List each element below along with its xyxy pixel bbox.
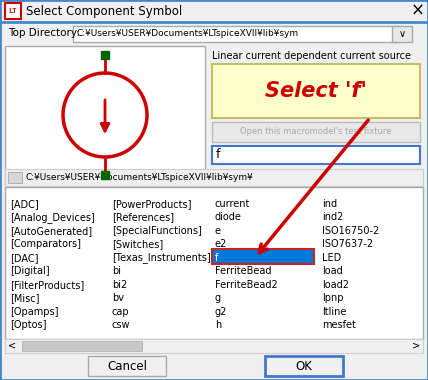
Text: load2: load2 — [322, 280, 349, 290]
Bar — [5, 187, 423, 339]
Bar — [0, 0, 428, 22]
Text: ind2: ind2 — [322, 212, 343, 222]
Text: Select Component Symbol: Select Component Symbol — [26, 5, 182, 17]
Text: C:¥Users¥USER¥Documents¥LTspiceXVII¥lib¥sym: C:¥Users¥USER¥Documents¥LTspiceXVII¥lib¥… — [77, 30, 299, 38]
Text: FerriteBead: FerriteBead — [215, 266, 271, 276]
Bar — [392, 26, 412, 42]
Text: OK: OK — [296, 359, 312, 372]
Bar — [212, 122, 420, 142]
Text: ltline: ltline — [322, 307, 346, 317]
Bar — [22, 341, 142, 351]
Bar — [213, 250, 313, 263]
Text: ×: × — [411, 2, 425, 20]
Bar — [73, 26, 399, 42]
Text: bv: bv — [112, 293, 124, 303]
Text: h: h — [215, 320, 221, 330]
Bar — [101, 51, 109, 59]
Text: g: g — [215, 293, 221, 303]
Text: csw: csw — [112, 320, 131, 330]
Text: Select 'f': Select 'f' — [265, 81, 367, 101]
Text: LT: LT — [9, 8, 17, 14]
Text: [PowerProducts]: [PowerProducts] — [112, 199, 191, 209]
Text: load: load — [322, 266, 343, 276]
Text: [Optos]: [Optos] — [10, 320, 47, 330]
Text: bi2: bi2 — [112, 280, 127, 290]
Text: Open this macromodel's test fixture: Open this macromodel's test fixture — [240, 128, 392, 136]
Text: >: > — [412, 341, 420, 351]
Text: ∨: ∨ — [398, 29, 406, 39]
Text: C:¥Users¥USER¥Documents¥LTspiceXVII¥lib¥sym¥: C:¥Users¥USER¥Documents¥LTspiceXVII¥lib¥… — [26, 173, 254, 182]
Bar — [212, 249, 314, 263]
Bar — [265, 356, 343, 376]
Text: [References]: [References] — [112, 212, 174, 222]
Text: [Comparators]: [Comparators] — [10, 239, 81, 249]
Text: Linear current dependent current source: Linear current dependent current source — [212, 51, 411, 61]
Text: [Opamps]: [Opamps] — [10, 307, 59, 317]
Text: cap: cap — [112, 307, 130, 317]
Text: <: < — [8, 341, 16, 351]
Bar — [5, 169, 423, 186]
Bar — [212, 64, 420, 118]
Text: Top Directory:: Top Directory: — [8, 28, 80, 38]
Bar — [212, 146, 420, 164]
Text: [AutoGenerated]: [AutoGenerated] — [10, 226, 92, 236]
Text: [FilterProducts]: [FilterProducts] — [10, 280, 84, 290]
Bar — [88, 356, 166, 376]
Text: [ADC]: [ADC] — [10, 199, 39, 209]
Bar — [5, 339, 423, 353]
Text: [Misc]: [Misc] — [10, 293, 39, 303]
Text: bi: bi — [112, 266, 121, 276]
Text: ind: ind — [322, 199, 337, 209]
Text: lpnp: lpnp — [322, 293, 344, 303]
Text: [SpecialFunctions]: [SpecialFunctions] — [112, 226, 202, 236]
Text: e2: e2 — [215, 239, 227, 249]
Text: [Switches]: [Switches] — [112, 239, 163, 249]
Bar — [5, 46, 205, 186]
Text: e: e — [215, 226, 221, 236]
Text: Cancel: Cancel — [107, 359, 147, 372]
Text: [DAC]: [DAC] — [10, 253, 39, 263]
Text: LED: LED — [322, 253, 341, 263]
Text: diode: diode — [215, 212, 242, 222]
Text: ISO16750-2: ISO16750-2 — [322, 226, 379, 236]
Text: g2: g2 — [215, 307, 227, 317]
Text: [Digital]: [Digital] — [10, 266, 50, 276]
Text: [Texas_Instruments]: [Texas_Instruments] — [112, 252, 211, 263]
Text: f: f — [215, 253, 218, 263]
Bar — [5, 3, 21, 19]
Text: FerriteBead2: FerriteBead2 — [215, 280, 278, 290]
Text: f: f — [216, 149, 220, 162]
Bar — [101, 171, 109, 179]
Text: ISO7637-2: ISO7637-2 — [322, 239, 373, 249]
Text: current: current — [215, 199, 250, 209]
Bar — [8, 172, 22, 183]
Text: [Analog_Devices]: [Analog_Devices] — [10, 212, 95, 223]
Text: mesfet: mesfet — [322, 320, 356, 330]
